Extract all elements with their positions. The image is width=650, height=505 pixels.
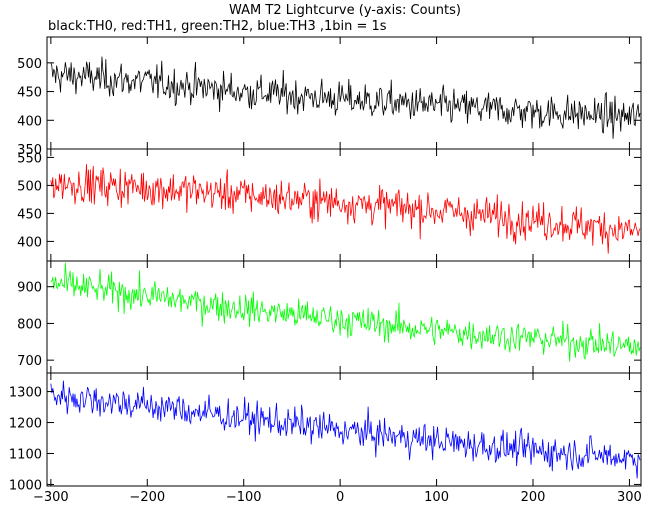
panel-frame-2 xyxy=(46,260,642,374)
x-tick-label-6: 300 xyxy=(617,490,642,505)
series-line-1 xyxy=(50,164,641,254)
panel-2: 700 800 900 xyxy=(17,260,642,374)
x-tick-label-0: −300 xyxy=(33,490,69,505)
y-tick-label-2-0: 700 xyxy=(17,354,42,369)
x-tick-label-2: −100 xyxy=(226,490,262,505)
y-tick-label-0-1: 400 xyxy=(17,114,42,129)
y-tick-label-0-0: 350 xyxy=(17,143,42,158)
y-tick-label-3-2: 1200 xyxy=(9,417,42,432)
y-tick-label-3-3: 1300 xyxy=(9,386,42,401)
chart-title: WAM T2 Lightcurve (y-axis: Counts) xyxy=(229,3,461,18)
x-tick-label-5: 200 xyxy=(521,490,546,505)
panels-group: 3504004505004004505005507008009001000110… xyxy=(9,36,642,505)
y-tick-label-1-2: 500 xyxy=(17,179,42,194)
y-tick-label-0-2: 450 xyxy=(17,86,42,101)
y-tick-label-1-1: 450 xyxy=(17,207,42,222)
panel-frame-3 xyxy=(46,372,642,487)
y-tick-label-0-3: 500 xyxy=(17,57,42,72)
y-tick-label-2-1: 800 xyxy=(17,317,42,332)
panel-3: 1000 1100 1200 1300 xyxy=(9,372,642,493)
y-tick-label-2-2: 900 xyxy=(17,281,42,296)
y-tick-label-1-3: 550 xyxy=(17,151,42,166)
panel-frame-0 xyxy=(46,36,642,150)
series-line-2 xyxy=(50,262,641,362)
x-tick-label-1: −200 xyxy=(129,490,165,505)
panel-1: 400 450 500 550 xyxy=(17,148,642,262)
series-line-0 xyxy=(50,56,641,139)
chart-subtitle: black:TH0, red:TH1, green:TH2, blue:TH3 … xyxy=(48,19,387,34)
y-tick-label-3-1: 1100 xyxy=(9,447,42,462)
x-tick-label-4: 100 xyxy=(424,490,449,505)
x-tick-label-3: 0 xyxy=(336,490,344,505)
y-tick-label-3-0: 1000 xyxy=(9,478,42,493)
y-tick-label-1-0: 400 xyxy=(17,235,42,250)
series-line-3 xyxy=(50,380,641,479)
panel-0: 350 400 450 500 xyxy=(17,36,642,158)
